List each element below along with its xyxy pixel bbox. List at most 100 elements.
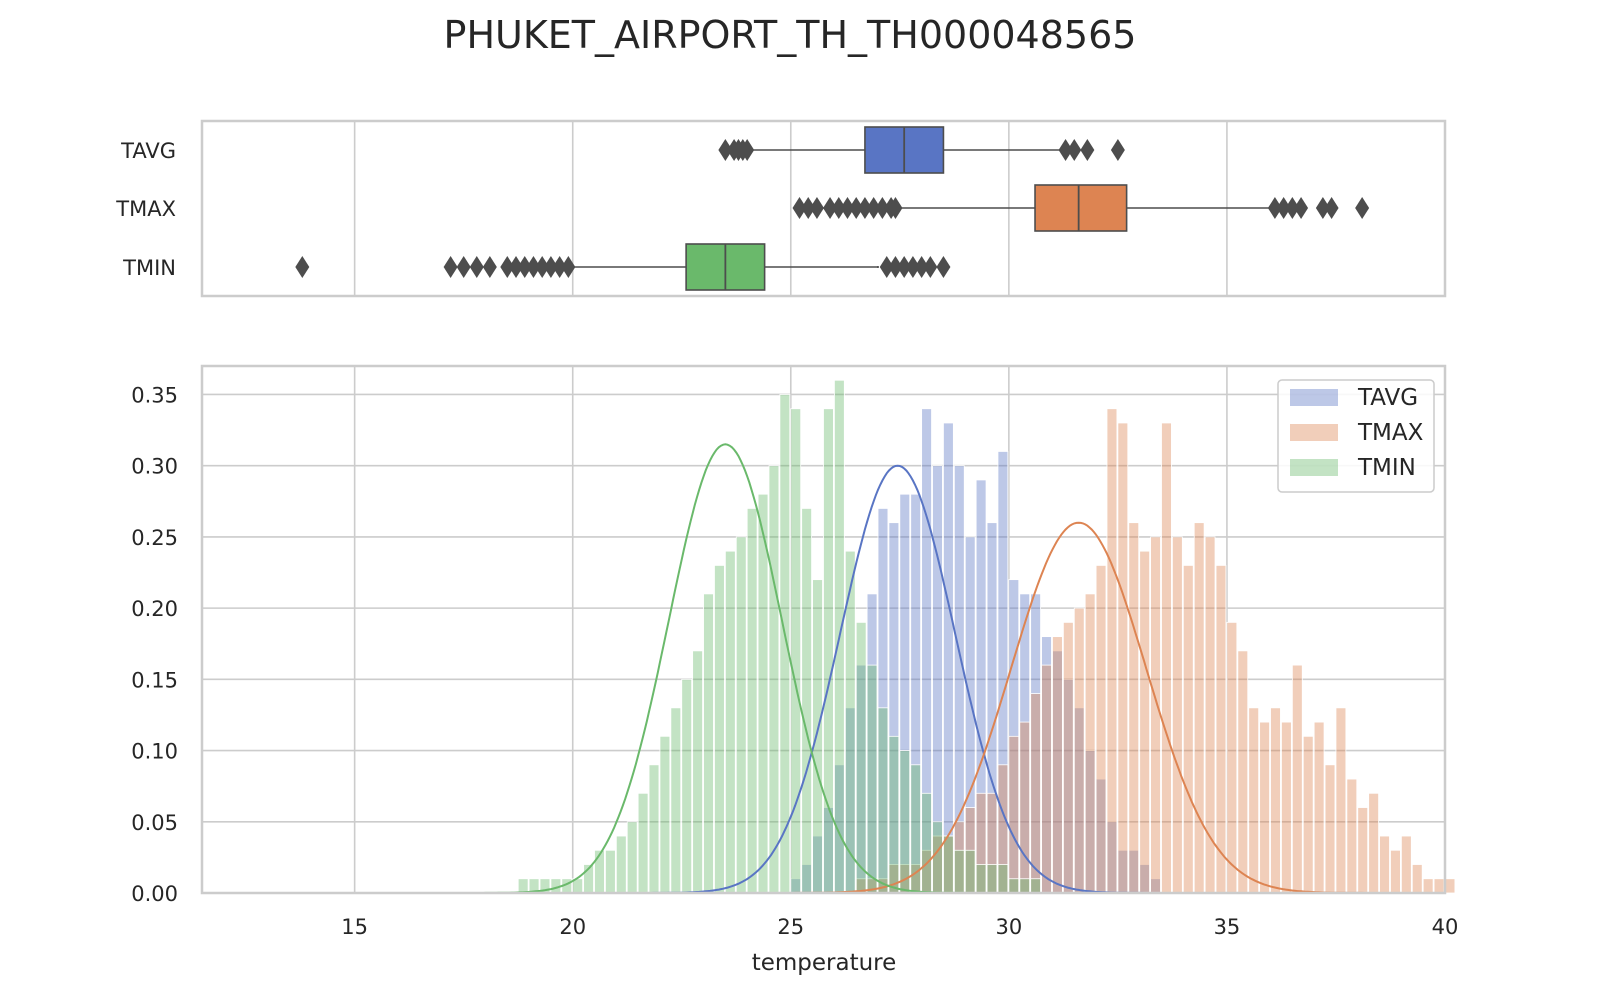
histogram-bar [1128,522,1140,894]
outlier-marker [1285,197,1300,219]
outlier-marker [552,256,567,278]
histogram-bar [1422,878,1434,894]
histogram-bar [1291,664,1303,894]
outlier-marker [295,256,310,278]
outlier-marker [888,197,903,219]
outlier-marker [469,256,484,278]
outlier-marker [879,256,894,278]
histogram-bar [855,621,867,894]
histogram-bar [1400,835,1412,894]
y-tick-label: 0.25 [131,526,178,550]
outlier-marker [500,256,515,278]
histogram-bar [605,849,616,894]
y-tick-label: 0.30 [131,455,178,479]
outlier-marker [1315,197,1330,219]
histogram-bar [986,864,998,894]
outlier-marker [561,256,576,278]
outlier-marker [740,139,755,161]
outlier-marker [443,256,458,278]
histogram-bar [964,849,976,894]
box-tmax [1034,184,1128,232]
outlier-marker [535,256,550,278]
outlier-marker [517,256,532,278]
histogram-bar [1281,721,1292,894]
histogram-bar [615,835,627,894]
histogram-bar [1008,735,1020,894]
histogram-bar [1204,536,1216,894]
boxplot-category-label: TMAX [115,197,176,221]
outlier-marker [875,197,890,219]
outlier-marker [1067,139,1082,161]
histogram-bar [1008,878,1020,894]
histogram-bar [757,493,769,894]
histogram-bar [953,849,965,894]
histogram-bar [768,465,780,894]
histogram-bar [1062,621,1074,894]
histogram-bar [681,678,693,894]
histogram-bar [724,550,736,894]
histogram-bar [888,735,900,894]
y-tick-label: 0.05 [131,811,178,835]
histogram-bar [1270,707,1281,894]
outlier-marker [809,197,824,219]
y-tick-label: 0.20 [131,597,178,621]
legend-swatch [1290,459,1338,476]
histogram-bar [1390,849,1401,894]
histogram-bar [1302,735,1314,894]
histogram-bar [692,650,703,894]
outlier-marker [526,256,541,278]
boxplot-frame [200,119,1447,298]
outlier-marker [923,256,938,278]
outlier-marker [936,256,951,278]
histogram-bar [1368,792,1379,894]
histogram-bar [1324,764,1336,894]
outlier-marker [509,256,524,278]
x-tick-label: 20 [559,915,586,939]
boxplot-panel: TAVG TMAX TMIN [115,119,1447,298]
histogram-bar [921,792,932,894]
x-tick-label: 25 [777,915,804,939]
histogram-bar [1117,422,1129,894]
chart-title: PHUKET_AIRPORT_TH_TH000048565 [444,13,1137,57]
x-tick-label: 30 [995,915,1022,939]
histogram-bar [626,821,638,894]
histogram-bar [1357,807,1369,894]
outlier-marker [1355,197,1370,219]
outlier-marker [801,197,816,219]
outlier-marker [1110,139,1125,161]
histogram-bar [1161,422,1172,894]
histogram-bar [1052,636,1063,894]
y-tick-label: 0.35 [131,383,178,407]
histogram-bar [1411,864,1423,894]
histogram-bar [899,750,911,894]
histogram-bar [1444,878,1456,894]
outlier-marker [905,256,920,278]
histogram-bar [1172,536,1183,894]
histogram-bar [1237,650,1249,894]
histogram-bar [1030,693,1041,894]
boxplot-category-label: TAVG [120,139,176,163]
histogram-bar [1019,721,1031,894]
histogram-bar [1030,878,1041,894]
histogram-bar [1313,721,1325,894]
histogram-bar [1193,522,1205,894]
boxplot-category-label: TMIN [122,256,176,280]
x-tick-label: 40 [1432,915,1459,939]
outlier-marker [1294,197,1309,219]
histogram-bar [1019,878,1031,894]
outlier-marker [897,256,912,278]
outlier-marker [857,197,872,219]
outlier-marker [543,256,558,278]
legend-label: TMAX [1357,420,1424,446]
outlier-marker [456,256,471,278]
histogram-bar [866,664,878,894]
histogram-bar [943,422,954,894]
outlier-marker [866,197,881,219]
histogram-bar [943,835,954,894]
legend-swatch [1290,389,1338,406]
y-tick-label: 0.00 [131,882,178,906]
histogram-series-tmax [855,408,1456,894]
histogram-bar [975,864,987,894]
